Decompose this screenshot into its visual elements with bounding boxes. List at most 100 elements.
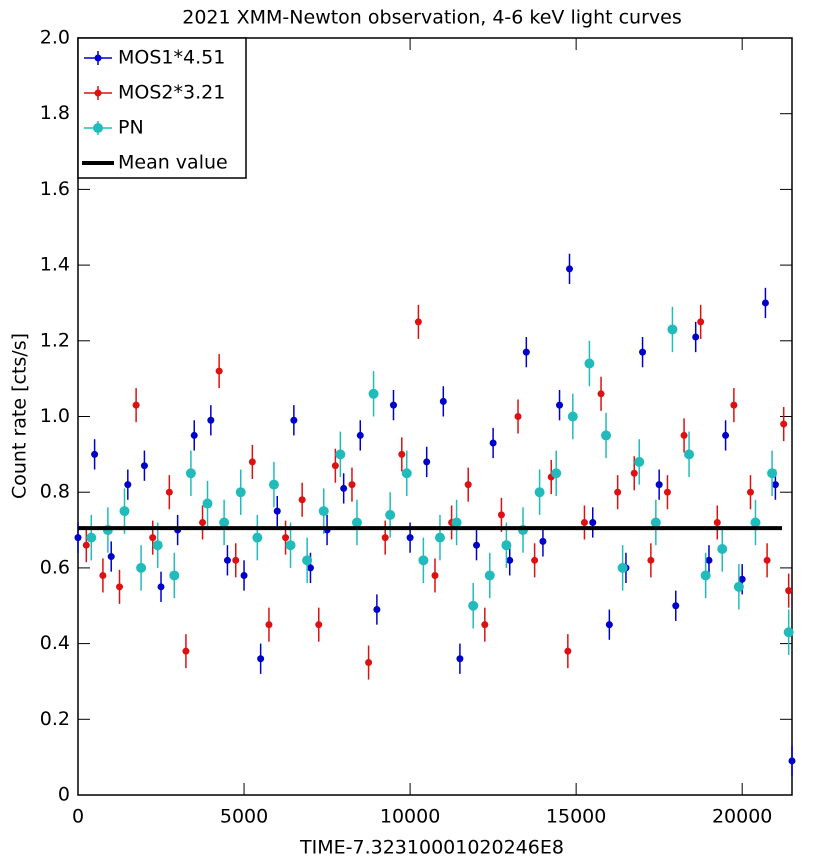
data-point <box>165 488 173 496</box>
legend-label: Mean value <box>118 152 228 174</box>
y-tick-label: 1.4 <box>40 254 70 276</box>
data-point <box>580 518 588 526</box>
data-point <box>605 621 613 629</box>
data-point <box>601 430 612 441</box>
data-point <box>152 540 163 551</box>
data-point <box>650 517 661 528</box>
data-point <box>99 571 107 579</box>
data-point <box>564 647 572 655</box>
y-axis-label: Count rate [cts/s] <box>9 333 31 499</box>
data-point <box>584 358 595 369</box>
data-point <box>185 468 196 479</box>
data-point <box>119 506 130 517</box>
x-tick-label: 5000 <box>220 806 268 828</box>
y-tick-label: 0.8 <box>40 481 70 503</box>
data-point <box>157 583 165 591</box>
data-point <box>639 348 647 356</box>
data-point <box>767 468 778 479</box>
data-point <box>149 534 157 542</box>
data-point <box>215 367 223 375</box>
data-point <box>451 517 462 528</box>
data-point <box>418 555 429 566</box>
data-point <box>74 534 82 542</box>
legend-swatch <box>94 89 102 97</box>
y-tick-label: 0.2 <box>40 708 70 730</box>
data-point <box>414 318 422 326</box>
data-point <box>132 401 140 409</box>
data-point <box>86 532 97 543</box>
data-point <box>738 575 746 583</box>
data-point <box>497 511 505 519</box>
data-point <box>730 401 738 409</box>
data-point <box>385 509 396 520</box>
data-point <box>614 488 622 496</box>
data-point <box>202 498 213 509</box>
data-point <box>684 449 695 460</box>
data-point <box>750 517 761 528</box>
data-point <box>556 401 564 409</box>
data-point <box>124 481 132 489</box>
data-point <box>663 488 671 496</box>
data-point <box>140 462 148 470</box>
data-point <box>82 541 90 549</box>
data-point <box>240 571 248 579</box>
data-point <box>484 570 495 581</box>
data-point <box>539 537 547 545</box>
data-point <box>667 324 678 335</box>
data-point <box>340 484 348 492</box>
legend-label: MOS2*3.21 <box>118 82 225 104</box>
data-point <box>473 541 481 549</box>
data-point <box>439 397 447 405</box>
data-point <box>306 564 314 572</box>
data-point <box>692 333 700 341</box>
data-point <box>531 556 539 564</box>
data-point <box>290 416 298 424</box>
data-point <box>630 469 638 477</box>
data-point <box>589 518 597 526</box>
x-tick-label: 10000 <box>380 806 440 828</box>
data-point <box>763 556 771 564</box>
x-tick-label: 20000 <box>712 806 772 828</box>
chart-title: 2021 XMM-Newton observation, 4-6 keV lig… <box>182 7 682 29</box>
data-point <box>136 562 147 573</box>
data-point <box>464 481 472 489</box>
data-point <box>268 479 279 490</box>
data-point <box>252 532 263 543</box>
data-point <box>315 621 323 629</box>
y-tick-label: 1.0 <box>40 405 70 427</box>
data-point <box>368 388 379 399</box>
data-point <box>717 543 728 554</box>
data-point <box>199 518 207 526</box>
x-tick-label: 0 <box>72 806 84 828</box>
data-point <box>534 487 545 498</box>
data-point <box>680 431 688 439</box>
data-point <box>551 468 562 479</box>
data-point <box>713 518 721 526</box>
y-tick-label: 0 <box>58 784 70 806</box>
data-point <box>356 431 364 439</box>
data-point <box>398 450 406 458</box>
data-point <box>116 583 124 591</box>
data-point <box>285 540 296 551</box>
data-point <box>257 655 265 663</box>
data-point <box>565 265 573 273</box>
data-point <box>351 517 362 528</box>
data-point <box>697 318 705 326</box>
data-point <box>219 517 230 528</box>
data-point <box>248 458 256 466</box>
data-point <box>705 556 713 564</box>
data-point <box>506 556 514 564</box>
data-point <box>431 571 439 579</box>
data-point <box>365 659 373 667</box>
data-point <box>655 481 663 489</box>
legend-label: MOS1*4.51 <box>118 47 225 69</box>
data-point <box>318 506 329 517</box>
y-tick-label: 2.0 <box>40 27 70 49</box>
y-tick-label: 1.8 <box>40 102 70 124</box>
data-point <box>389 401 397 409</box>
data-point <box>273 507 281 515</box>
data-point <box>522 348 530 356</box>
data-point <box>647 556 655 564</box>
y-tick-label: 1.2 <box>40 329 70 351</box>
